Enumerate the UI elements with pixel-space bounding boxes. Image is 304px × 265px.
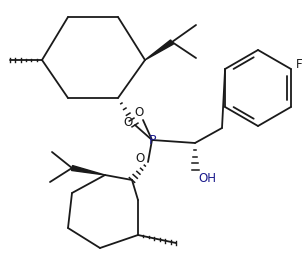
Text: F: F: [295, 58, 302, 70]
Text: O: O: [123, 116, 133, 129]
Polygon shape: [71, 166, 105, 175]
Polygon shape: [145, 40, 173, 60]
Text: O: O: [135, 152, 145, 165]
Text: P: P: [148, 134, 156, 147]
Text: OH: OH: [198, 171, 216, 184]
Text: O: O: [134, 107, 143, 120]
